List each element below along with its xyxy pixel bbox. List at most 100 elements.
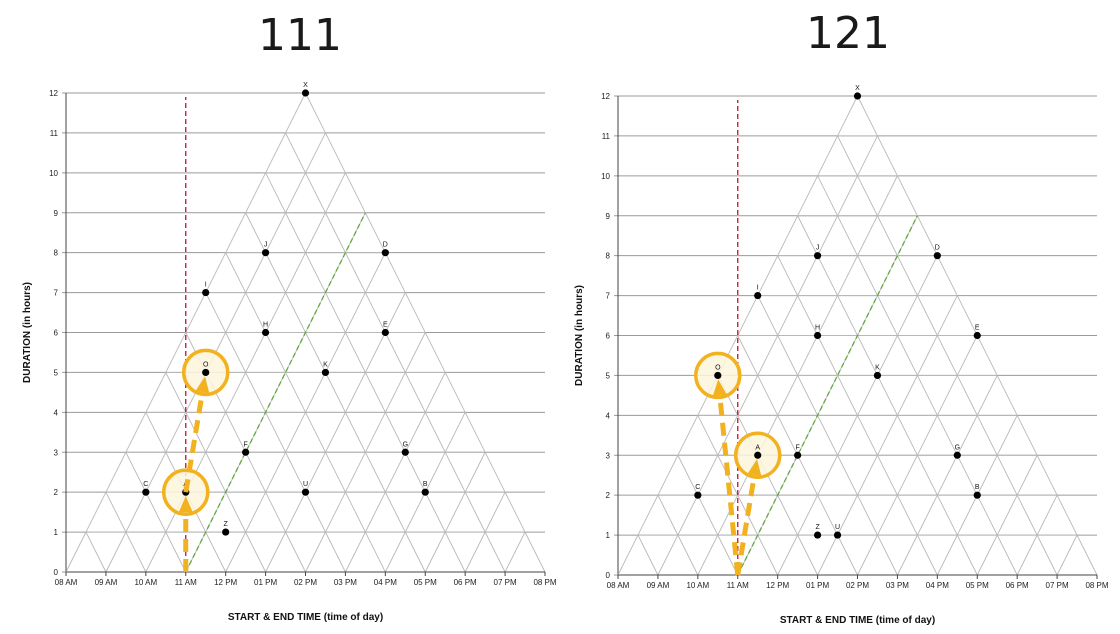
arrow-shaft (183, 391, 205, 493)
data-point (261, 249, 270, 257)
x-tick-label: 11 AM (175, 578, 197, 587)
point-label: Z (815, 524, 820, 531)
lattice-line (424, 452, 486, 573)
lattice-line (817, 295, 958, 576)
lattice-line (245, 212, 426, 573)
x-tick-label: 02 PM (846, 581, 869, 590)
y-tick-label: 1 (606, 531, 611, 540)
y-tick-label: 7 (54, 289, 59, 298)
x-tick-label: 09 AM (647, 581, 670, 590)
point-label: D (935, 245, 940, 252)
y-tick-label: 10 (601, 172, 610, 181)
data-point (754, 451, 762, 459)
x-axis-title: START & END TIME (time of day) (780, 615, 935, 626)
x-tick-label: 06 PM (1006, 581, 1029, 590)
data-point (794, 451, 802, 459)
y-tick-label: 2 (54, 488, 59, 497)
x-tick-label: 06 PM (454, 578, 477, 587)
y-tick-label: 9 (606, 212, 611, 221)
data-point (222, 528, 230, 536)
y-tick-label: 4 (606, 411, 611, 420)
point-label: C (143, 481, 148, 488)
point-label: B (423, 481, 428, 488)
data-point (381, 249, 389, 257)
arrow-head (747, 459, 762, 477)
x-tick-label: 08 AM (55, 578, 78, 587)
x-tick-label: 08 PM (1085, 581, 1108, 590)
point-label: X (303, 82, 308, 89)
point-label: A (755, 444, 760, 451)
data-point (873, 371, 882, 380)
x-tick-label: 12 PM (766, 581, 789, 590)
y-tick-label: 4 (54, 408, 59, 417)
data-point (321, 368, 330, 377)
data-point (202, 368, 210, 377)
lattice-line (637, 534, 659, 576)
x-tick-label: 01 PM (254, 578, 277, 587)
lattice-line (837, 135, 1058, 576)
point-label: U (835, 524, 840, 531)
point-label: D (383, 242, 388, 249)
lattice-line (897, 375, 998, 576)
x-tick-label: 03 PM (334, 578, 357, 587)
point-label: J (264, 242, 268, 249)
x-axis-title: START & END TIME (time of day) (228, 612, 383, 623)
data-point (401, 448, 409, 456)
lattice-line (125, 452, 187, 573)
data-point (973, 331, 981, 340)
point-label: G (955, 444, 960, 451)
point-label: I (205, 282, 207, 289)
green-reference-line (185, 212, 366, 573)
lattice-line (504, 531, 526, 573)
data-point (813, 531, 822, 539)
y-tick-label: 12 (601, 92, 610, 101)
x-tick-label: 07 PM (1046, 581, 1069, 590)
point-label: H (263, 322, 268, 329)
y-tick-label: 6 (606, 332, 611, 341)
data-point (754, 291, 762, 300)
data-point (301, 89, 310, 97)
y-tick-label: 3 (54, 448, 59, 457)
data-point (833, 531, 842, 539)
y-tick-label: 10 (49, 169, 58, 178)
data-point (973, 491, 981, 499)
lattice-line (757, 295, 898, 576)
lattice-line (345, 372, 446, 573)
data-point (813, 252, 822, 260)
arrow-head (195, 376, 210, 394)
point-label: F (243, 441, 247, 448)
x-tick-label: 07 PM (494, 578, 517, 587)
y-tick-label: 8 (54, 249, 59, 258)
lattice-line (1056, 534, 1078, 576)
green-reference-line (737, 215, 918, 576)
y-tick-label: 7 (606, 292, 611, 301)
point-label: Z (224, 521, 229, 528)
point-label: J (816, 245, 820, 252)
x-tick-label: 09 AM (95, 578, 118, 587)
x-tick-label: 08 PM (533, 578, 556, 587)
point-label: K (323, 361, 328, 368)
point-label: C (695, 484, 700, 491)
chart-title: 121 (806, 8, 890, 59)
point-label: G (403, 441, 408, 448)
y-tick-label: 0 (606, 571, 611, 580)
x-tick-label: 01 PM (806, 581, 829, 590)
y-tick-label: 11 (50, 129, 59, 138)
x-tick-label: 04 PM (374, 578, 397, 587)
y-tick-label: 12 (49, 89, 58, 98)
y-tick-label: 2 (606, 491, 611, 500)
point-label: X (855, 85, 860, 92)
y-tick-label: 0 (54, 568, 59, 577)
data-point (694, 491, 702, 499)
x-tick-label: 10 AM (134, 578, 157, 587)
y-axis-title: DURATION (in hours) (574, 285, 585, 386)
chart-panel-111: 111 0 1 2 3 4 5 6 7 8 9 10 11 12 08 AM 09 AM 10 AM 11 AM… (22, 10, 557, 623)
y-tick-label: 6 (54, 329, 59, 338)
x-tick-label: 02 PM (294, 578, 317, 587)
point-label: U (303, 481, 308, 488)
chart-panel-121: 121 0 1 2 3 4 5 6 7 8 9 10 11 12 08 AM 09 AM 10 AM 11 AM… (560, 0, 1120, 634)
x-tick-label: 10 AM (686, 581, 709, 590)
data-point (714, 371, 722, 380)
